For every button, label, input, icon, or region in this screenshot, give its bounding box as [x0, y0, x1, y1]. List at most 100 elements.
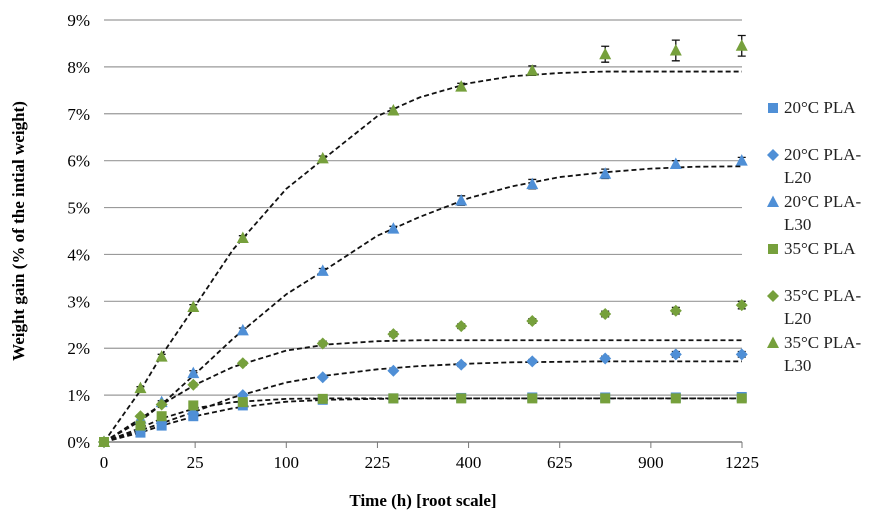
- legend-swatch: [767, 290, 779, 302]
- x-tick-label: 225: [365, 453, 391, 472]
- marker: [735, 154, 748, 166]
- marker: [317, 393, 328, 404]
- legend-item: 20°C PLA-L30: [766, 190, 878, 237]
- marker: [768, 244, 778, 254]
- legend: 20°C PLA 20°C PLA-L20 20°C PLA-L30 35°C PLA…: [766, 96, 878, 378]
- marker: [387, 103, 400, 116]
- fit-curve: [103, 360, 742, 443]
- marker: [527, 393, 538, 404]
- fit-curve: [103, 339, 742, 443]
- marker: [388, 393, 399, 404]
- marker: [155, 350, 168, 362]
- y-tick-label: 2%: [67, 339, 90, 358]
- legend-label: 20°C PLA: [784, 98, 856, 117]
- fit-curve: [103, 165, 743, 443]
- marker: [187, 366, 200, 379]
- marker: [735, 39, 748, 51]
- marker: [236, 357, 249, 370]
- marker: [670, 393, 681, 404]
- marker: [600, 393, 611, 404]
- y-tick-label: 8%: [67, 58, 90, 77]
- marker: [236, 231, 249, 244]
- marker: [767, 336, 779, 348]
- marker: [237, 397, 248, 408]
- x-axis-title: Time (h) [root scale]: [349, 491, 496, 510]
- x-tick-label: 25: [187, 453, 204, 472]
- marker: [134, 381, 147, 394]
- marker: [316, 371, 329, 384]
- marker: [187, 300, 200, 312]
- marker: [767, 195, 779, 207]
- marker: [456, 393, 467, 404]
- marker: [135, 420, 146, 431]
- y-tick-label: 9%: [67, 11, 90, 30]
- legend-item: 35°C PLA-L20: [766, 284, 878, 331]
- marker: [736, 393, 747, 404]
- legend-swatch: [768, 103, 778, 113]
- marker: [455, 358, 468, 371]
- legend-label: 35°C PLA: [784, 239, 856, 258]
- marker: [455, 194, 468, 206]
- marker: [735, 299, 748, 312]
- marker: [526, 315, 539, 328]
- marker: [316, 264, 329, 276]
- legend-label: 35°C PLA-L30: [784, 333, 862, 376]
- legend-swatch: [768, 244, 778, 254]
- marker: [187, 378, 200, 391]
- y-tick-label: 3%: [67, 292, 90, 311]
- legend-label: 20°C PLA-L30: [784, 192, 862, 235]
- marker: [98, 435, 110, 447]
- y-tick-label: 0%: [67, 433, 90, 452]
- fit-curve: [103, 397, 742, 443]
- x-tick-label: 1225: [725, 453, 759, 472]
- x-tick-label: 0: [100, 453, 109, 472]
- marker: [155, 398, 168, 411]
- marker: [526, 355, 539, 368]
- x-tick-label: 400: [456, 453, 482, 472]
- y-tick-label: 5%: [67, 199, 90, 218]
- marker: [599, 47, 612, 60]
- legend-swatch: [767, 195, 779, 207]
- marker: [599, 307, 612, 320]
- y-tick-label: 6%: [67, 152, 90, 171]
- marker: [526, 64, 539, 76]
- legend-swatch: [767, 336, 779, 348]
- fit-curve: [103, 70, 742, 443]
- y-axis-title: Weight gain (% of the intial weight): [9, 101, 28, 361]
- y-tick-label: 1%: [67, 386, 90, 405]
- y-tick-label: 4%: [67, 245, 90, 264]
- marker: [768, 103, 778, 113]
- marker: [599, 167, 612, 179]
- fit-curve: [103, 397, 742, 443]
- marker: [735, 348, 748, 361]
- marker: [767, 149, 779, 161]
- legend-swatch: [767, 149, 779, 161]
- marker: [599, 352, 612, 365]
- x-tick-label: 100: [274, 453, 300, 472]
- marker: [188, 400, 199, 411]
- x-tick-label: 900: [638, 453, 664, 472]
- marker: [455, 320, 468, 333]
- legend-label: 20°C PLA-L20: [784, 145, 862, 188]
- marker: [316, 337, 329, 350]
- marker: [387, 222, 400, 234]
- legend-item: 35°C PLA-L30: [766, 331, 878, 378]
- x-tick-label: 625: [547, 453, 573, 472]
- marker: [669, 43, 682, 56]
- marker: [455, 80, 468, 92]
- legend-item: 20°C PLA: [766, 96, 878, 143]
- marker: [236, 323, 249, 336]
- marker: [134, 410, 147, 423]
- marker: [387, 364, 400, 377]
- marker: [387, 328, 400, 341]
- marker: [767, 290, 779, 302]
- marker: [526, 177, 539, 190]
- marker: [316, 151, 329, 164]
- legend-item: 20°C PLA-L20: [766, 143, 878, 190]
- legend-label: 35°C PLA-L20: [784, 286, 862, 329]
- marker: [669, 304, 682, 317]
- legend-item: 35°C PLA: [766, 237, 878, 284]
- marker: [156, 411, 167, 422]
